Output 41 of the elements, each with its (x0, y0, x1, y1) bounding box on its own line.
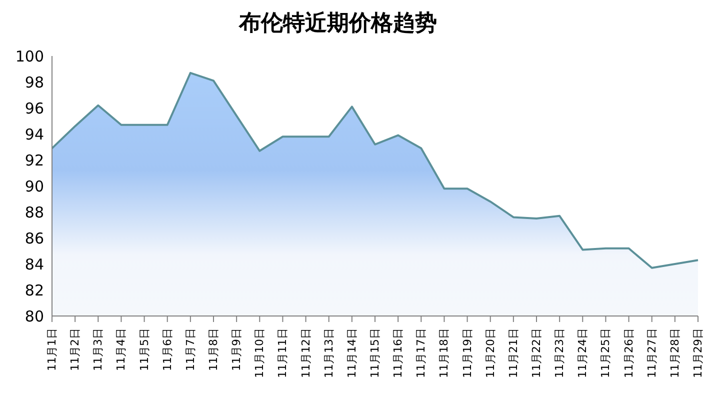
y-tick-label: 100 (15, 47, 44, 66)
x-tick-label: 11月14日 (345, 328, 358, 378)
x-tick-label: 11月4日 (114, 328, 128, 371)
x-tick-label: 11月3日 (92, 328, 105, 371)
x-tick-label: 11月21日 (506, 328, 520, 378)
y-tick-label: 94 (24, 125, 44, 144)
x-tick-label: 11月15日 (368, 328, 382, 378)
x-tick-label: 11月5日 (138, 328, 151, 371)
x-tick-label: 11月12日 (299, 328, 312, 378)
x-tick-label: 11月23日 (553, 328, 566, 378)
y-tick-label: 92 (24, 151, 44, 170)
x-tick-label: 11月25日 (599, 328, 612, 378)
x-tick-label: 11月10日 (253, 328, 266, 378)
y-tick-label: 82 (24, 281, 44, 300)
x-tick-label: 11月13日 (322, 328, 336, 378)
x-tick-label: 11月1日 (46, 328, 58, 371)
x-tick-label: 11月11日 (276, 328, 290, 378)
y-tick-label: 84 (24, 255, 44, 274)
x-tick-label: 11月9日 (230, 328, 244, 371)
x-tick-label: 11月18日 (438, 328, 451, 378)
y-tick-label: 98 (24, 73, 44, 92)
x-tick-label: 11月26日 (622, 328, 636, 378)
x-tick-label: 11月16日 (392, 328, 405, 378)
x-tick-label: 11月28日 (668, 328, 682, 378)
y-tick-label: 96 (24, 99, 44, 118)
x-tick-label: 11月27日 (645, 328, 658, 378)
y-tick-label: 88 (24, 203, 44, 222)
y-tick-label: 86 (24, 229, 44, 248)
x-tick-label: 11月29日 (692, 328, 704, 378)
x-tick-label: 11月2日 (68, 328, 82, 371)
x-tick-label: 11月8日 (207, 328, 220, 371)
x-tick-label: 11月22日 (530, 328, 543, 378)
x-tick-label: 11月7日 (184, 328, 197, 371)
x-tick-label: 11月20日 (484, 328, 497, 378)
y-tick-label: 90 (24, 177, 44, 196)
x-tick-label: 11月19日 (460, 328, 474, 378)
x-tick-label: 11月6日 (160, 328, 174, 371)
chart-title: 布伦特近期价格趋势 (238, 10, 438, 38)
x-tick-label: 11月17日 (414, 328, 428, 378)
y-tick-label: 80 (24, 307, 44, 326)
x-tick-label: 11月24日 (576, 328, 590, 378)
